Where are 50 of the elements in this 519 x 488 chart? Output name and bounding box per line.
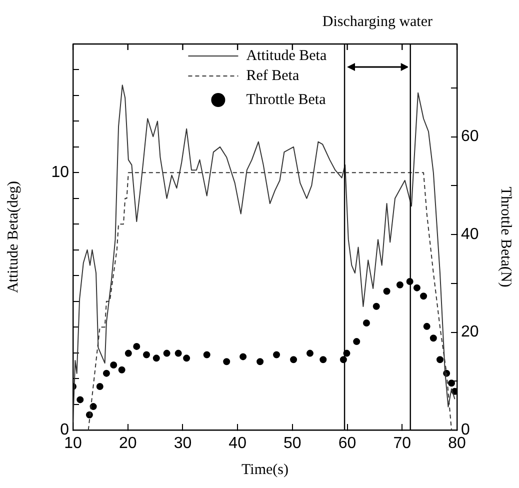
x-tick-label: 30 [174, 435, 192, 452]
point [124, 350, 132, 357]
point [436, 356, 444, 364]
x-tick-label: 50 [284, 435, 302, 452]
point [240, 353, 247, 360]
x-tick-label: 40 [228, 435, 247, 452]
x-tick-label: 60 [338, 435, 356, 452]
legend-label: Throttle Beta [246, 92, 326, 108]
point [133, 342, 140, 350]
point [152, 354, 160, 362]
point [96, 383, 104, 390]
point [423, 322, 430, 330]
y-axis-title: Attitude Beta(deg) [6, 180, 22, 294]
point [448, 380, 456, 387]
point [430, 334, 437, 342]
y2-tick-label: 60 [461, 128, 479, 146]
y2-tick-label: 40 [461, 226, 479, 243]
point [183, 354, 190, 362]
point [306, 350, 314, 357]
point [223, 358, 230, 366]
x-tick-label: 70 [393, 435, 412, 452]
point [118, 366, 126, 374]
point [256, 358, 264, 366]
y2-axis-title: Throttle Beta(N) [496, 186, 514, 288]
point [110, 362, 118, 369]
point [353, 338, 360, 346]
point [290, 356, 298, 364]
point [372, 302, 380, 310]
x-tick-label: 80 [448, 435, 466, 452]
point [420, 292, 428, 300]
point [320, 356, 327, 364]
text: Discharging water [322, 14, 433, 31]
point [90, 403, 97, 410]
point [413, 284, 420, 292]
point [163, 350, 170, 357]
legend-label: Ref Beta [246, 68, 300, 84]
x-axis-title: Time(s) [242, 462, 288, 479]
point [203, 351, 210, 358]
point [102, 370, 110, 377]
point [76, 396, 84, 404]
point [383, 288, 390, 295]
legend-label: Attitude Beta [246, 48, 327, 64]
point [273, 351, 280, 358]
point [143, 351, 150, 358]
point [362, 319, 370, 326]
x-tick-label: 10 [64, 435, 82, 452]
point [174, 350, 182, 357]
point [396, 281, 404, 288]
x-tick-label: 20 [118, 435, 137, 452]
y2-tick-label: 20 [461, 324, 479, 341]
